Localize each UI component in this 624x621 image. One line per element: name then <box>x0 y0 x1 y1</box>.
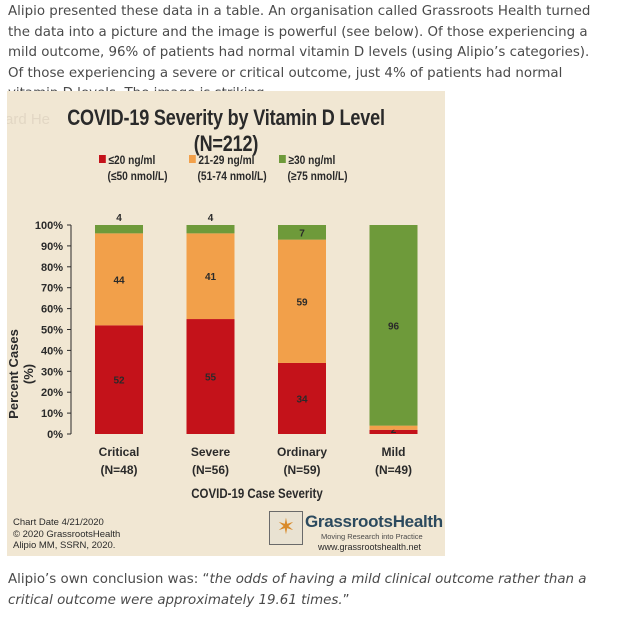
y-tick-label: 40% <box>41 345 63 357</box>
vitruvian-man-icon: ✶ <box>269 511 303 545</box>
legend-label-mid: 21-29 ng/ml <box>198 153 255 167</box>
bar-value-label: 52 <box>113 376 125 387</box>
bar-segment <box>278 225 326 240</box>
legend-item-low: ≤20 ng/ml (≤50 nmol/L) <box>99 153 168 183</box>
chart-credit: Chart Date 4/21/2020 © 2020 GrassrootsHe… <box>13 517 120 552</box>
legend-sub-mid: (51-74 nmol/L) <box>197 169 267 183</box>
logo-url: www.grassrootshealth.net <box>318 542 422 552</box>
y-tick-label: 70% <box>41 283 63 295</box>
bar-segment <box>186 233 235 320</box>
legend-sub-high: (≥75 nmol/L) <box>287 169 348 183</box>
legend-swatch-high <box>279 155 286 163</box>
bar-segment <box>369 429 418 434</box>
y-tick-label: 50% <box>41 325 63 337</box>
intro-paragraph: Alipio presented these data in a table. … <box>8 4 591 101</box>
bar-value-label: 4 <box>208 213 214 224</box>
bar-value-label: 4 <box>116 213 122 224</box>
bar-value-label: 34 <box>296 394 308 405</box>
legend-swatch-low <box>99 155 106 163</box>
y-tick-label: 20% <box>41 387 63 399</box>
bar-segment <box>369 425 418 430</box>
bar-segment <box>95 233 143 326</box>
bar-value-label: 7 <box>299 228 305 239</box>
x-category-n-label: (N=48) <box>100 463 137 477</box>
y-tick-label: 30% <box>41 366 63 378</box>
x-axis-label: COVID-19 Case Severity <box>191 485 323 501</box>
grassrootshealth-logo: ✶ GrassrootsHealth Moving Research into … <box>269 511 443 553</box>
background-watermark-text: ard He <box>7 111 51 128</box>
legend-swatch-mid <box>189 155 196 163</box>
conclusion-end: ” <box>342 592 350 608</box>
stacked-bar-chart: 0%10%20%30%40%50%60%70%80%90%100%52444Cr… <box>35 213 418 477</box>
x-category-n-label: (N=59) <box>283 463 320 477</box>
x-category-label: Mild <box>382 445 406 459</box>
credit-line-date: Chart Date 4/21/2020 <box>13 517 104 528</box>
credit-line-copyright: © 2020 GrassrootsHealth <box>13 528 121 540</box>
chart-figure: ard He COVID-19 Severity by Vitamin D Le… <box>7 91 445 556</box>
bar-value-label: 2 <box>391 425 397 436</box>
conclusion-paragraph: Alipio’s own conclusion was: “the odds o… <box>8 570 608 611</box>
y-tick-label: 0% <box>47 429 63 441</box>
bar-segment <box>278 362 326 434</box>
bar-segment <box>186 319 235 434</box>
bar-segment <box>186 225 235 234</box>
bar-segment <box>95 325 143 434</box>
x-category-n-label: (N=49) <box>375 463 412 477</box>
bar-value-label: 41 <box>205 272 217 283</box>
conclusion-quote: the odds of having a mild clinical outco… <box>8 572 587 608</box>
y-tick-label: 80% <box>41 262 63 274</box>
bar-value-label: 96 <box>388 321 400 332</box>
x-category-label: Severe <box>191 445 231 459</box>
credit-line-source: Alipio MM, SSRN, 2020. <box>13 540 116 551</box>
bar-value-label: 59 <box>296 297 308 308</box>
legend-label-high: ≥30 ng/ml <box>288 153 336 167</box>
conclusion-lead: Alipio’s own conclusion was: “ <box>8 572 210 587</box>
logo-name: GrassrootsHealth <box>305 512 443 531</box>
x-category-n-label: (N=56) <box>192 463 229 477</box>
legend-item-mid: 21-29 ng/ml (51-74 nmol/L) <box>189 153 267 183</box>
bar-segment <box>278 239 326 363</box>
legend-sub-low: (≤50 nmol/L) <box>107 169 168 183</box>
y-tick-label: 90% <box>41 241 63 253</box>
y-tick-label: 10% <box>41 408 63 420</box>
x-category-label: Ordinary <box>277 445 327 459</box>
bar-value-label: 55 <box>205 373 217 384</box>
x-category-label: Critical <box>99 445 140 459</box>
bar-value-label: 44 <box>113 275 125 286</box>
y-tick-label: 60% <box>41 304 63 316</box>
y-tick-label: 100% <box>35 220 63 232</box>
bar-segment <box>95 225 143 234</box>
bar-segment <box>369 225 418 426</box>
chart-title: COVID-19 Severity by Vitamin D Level (N=… <box>67 105 385 156</box>
logo-tagline: Moving Research into Practice <box>321 532 423 541</box>
legend-label-low: ≤20 ng/ml <box>108 153 156 167</box>
legend-item-high: ≥30 ng/ml (≥75 nmol/L) <box>279 153 348 183</box>
